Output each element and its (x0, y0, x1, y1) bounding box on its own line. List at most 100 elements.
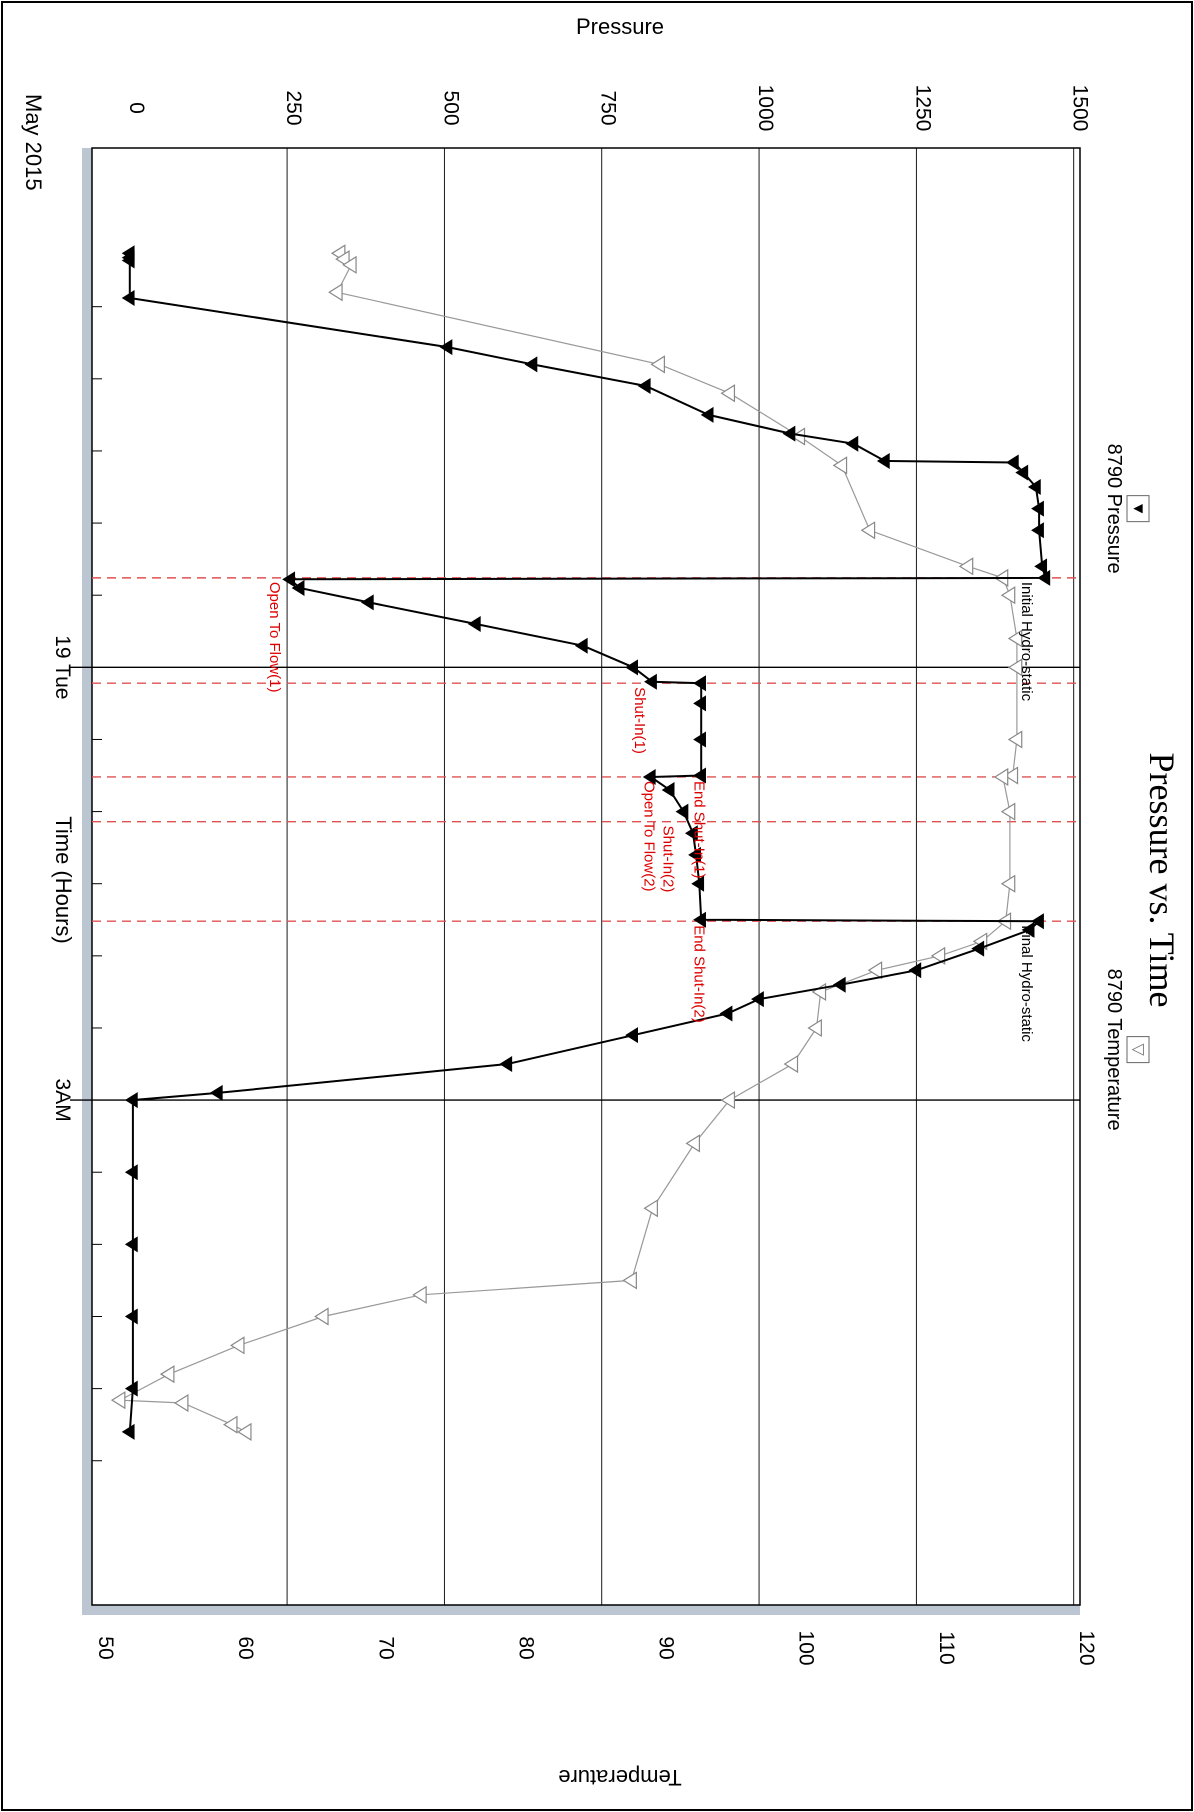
event-label-2: Shut-In(1) (631, 687, 648, 754)
pressure-point-47 (124, 1164, 138, 1181)
pressure-point-45 (209, 1084, 223, 1101)
pressure-point-36 (1031, 913, 1044, 930)
pressure-tick-label-4: 1000 (754, 85, 777, 132)
pressure-point-11 (1005, 454, 1019, 471)
pressure-tick-label-2: 500 (439, 90, 462, 125)
temperature-point-13 (1007, 658, 1023, 677)
pressure-point-9 (845, 435, 859, 452)
temperature-point-24 (807, 1018, 822, 1038)
temperature-point-21 (930, 946, 946, 965)
temperature-point-3 (328, 283, 343, 302)
temperature-point-18 (1000, 874, 1016, 893)
pressure-point-3 (121, 290, 135, 307)
pressure-point-40 (832, 976, 846, 993)
pressure-point-12 (1015, 464, 1029, 481)
pressure-point-42 (719, 1005, 733, 1022)
pressure-point-4 (439, 339, 453, 356)
temperature-tick-label-0: 50 (94, 1636, 117, 1659)
legend-swatch-temperature (1126, 1036, 1150, 1064)
y-right-axis-title: Temperature (558, 1765, 682, 1790)
temperature-tick-label-2: 70 (374, 1636, 397, 1659)
pressure-point-28 (693, 767, 706, 784)
time-tick-label-0: 19 Tue (51, 635, 74, 699)
pressure-point-41 (751, 991, 764, 1008)
temperature-point-31 (314, 1307, 329, 1326)
time-tick-label-1: 3AM (51, 1079, 74, 1122)
temperature-point-16 (993, 767, 1009, 787)
pressure-tick-label-3: 750 (597, 90, 620, 125)
bottom-gutter (82, 1605, 1080, 1615)
event-label-4: Open To Flow(2) (640, 781, 657, 892)
temperature-point-4 (650, 355, 665, 374)
pressure-point-51 (121, 1423, 135, 1440)
pressure-point-29 (642, 768, 656, 785)
legend-label-temperature: 8790 Temperature (1103, 969, 1125, 1131)
temperature-point-22 (867, 961, 883, 980)
event-label-6: End Shut-In(2) (691, 925, 708, 1023)
pressure-point-14 (1031, 500, 1044, 517)
temperature-point-35 (173, 1393, 189, 1413)
pressure-point-37 (1021, 921, 1035, 938)
pressure-tick-label-5: 1250 (911, 85, 934, 132)
temperature-point-29 (622, 1271, 637, 1290)
plot-border (91, 147, 1081, 1606)
event-label-5: Shut-In(2) (659, 826, 676, 893)
pressure-point-34 (691, 875, 705, 892)
temperature-tick-label-6: 110 (935, 1631, 958, 1664)
temperature-point-33 (159, 1365, 175, 1384)
pressure-point-2 (121, 252, 135, 269)
temperature-point-34 (110, 1391, 126, 1410)
pressure-point-48 (124, 1236, 138, 1253)
pressure-point-22 (574, 637, 588, 654)
date-label: May 2015 (21, 94, 46, 191)
x-axis-gutter (82, 148, 92, 1605)
pressure-point-27 (693, 731, 706, 748)
pressure-point-25 (693, 675, 706, 692)
temperature-point-15 (1003, 766, 1019, 785)
y-left-axis-title: Pressure (576, 14, 664, 39)
temperature-point-28 (643, 1199, 658, 1218)
temperature-tick-label-5: 100 (795, 1630, 818, 1665)
temperature-point-5 (720, 384, 736, 403)
series-line-1 (117, 252, 1018, 1433)
pressure-point-21 (467, 616, 481, 633)
legend-swatch-pressure (1126, 495, 1150, 523)
temperature-tick-label-4: 90 (655, 1636, 678, 1659)
x-axis-title: Time (Hours) (51, 816, 76, 944)
pressure-point-8 (782, 425, 796, 442)
temperature-point-26 (720, 1091, 736, 1110)
pressure-tick-label-0: 0 (125, 102, 148, 114)
legend-label-pressure: 8790 Pressure (1103, 444, 1125, 574)
chart-title: Pressure vs. Time (1142, 752, 1182, 1007)
pressure-point-35 (693, 911, 706, 928)
pressure-point-32 (684, 825, 698, 842)
pressure-point-50 (124, 1380, 138, 1397)
temperature-point-2 (342, 255, 357, 274)
pressure-tick-label-1: 250 (282, 90, 305, 125)
pressure-point-24 (644, 673, 657, 690)
temperature-point-27 (685, 1134, 701, 1153)
pressure-point-46 (124, 1092, 138, 1109)
temperature-point-7 (832, 456, 848, 475)
plot-area: 0 250 500 750 1000 1250 1500 50 60 70 80 90 100 110 12… (21, 14, 1182, 1790)
pressure-point-23 (625, 659, 638, 676)
pressure-point-15 (1031, 522, 1044, 539)
pressure-point-38 (971, 940, 985, 957)
event-label-3: End Shut-In(1) (691, 781, 708, 879)
pressure-point-49 (124, 1308, 138, 1325)
temperature-point-11 (1000, 586, 1016, 605)
temperature-point-30 (412, 1285, 427, 1304)
temperature-point-8 (860, 521, 876, 540)
pressure-point-30 (661, 781, 675, 798)
temperature-point-14 (1007, 730, 1023, 749)
pressure-point-44 (499, 1056, 513, 1073)
event-label-1: Open To Flow(1) (266, 582, 283, 693)
pressure-tick-label-6: 1500 (1069, 85, 1092, 132)
temperature-point-32 (230, 1336, 245, 1355)
pressure-point-10 (876, 453, 890, 470)
pressure-point-26 (693, 695, 706, 712)
pressure-point-43 (625, 1027, 638, 1044)
pressure-point-17 (1037, 569, 1051, 586)
